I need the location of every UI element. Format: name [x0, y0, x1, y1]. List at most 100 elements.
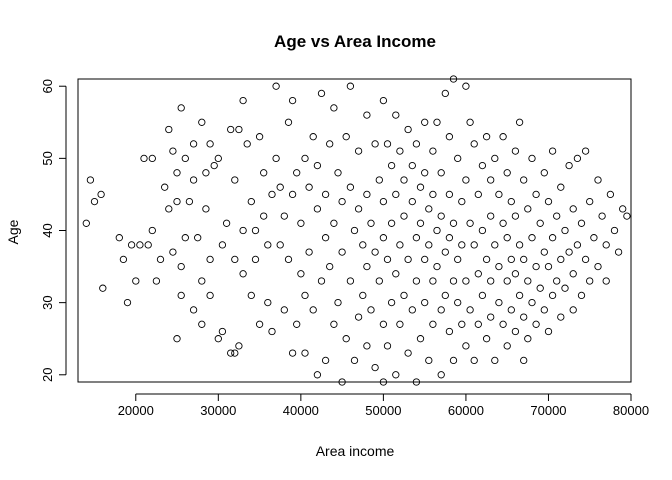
data-point	[408, 197, 416, 206]
data-point	[454, 154, 462, 163]
data-point	[276, 241, 284, 249]
data-point	[173, 197, 181, 206]
data-point	[548, 147, 557, 155]
data-point	[577, 219, 586, 227]
data-point	[495, 190, 503, 199]
data-point	[528, 234, 536, 242]
data-point	[515, 118, 524, 126]
data-point	[404, 349, 412, 357]
data-point	[507, 255, 515, 264]
data-point	[293, 320, 301, 328]
data-point	[309, 306, 317, 314]
data-point	[441, 248, 449, 256]
data-point	[173, 169, 181, 177]
data-point	[392, 371, 400, 379]
data-point	[425, 241, 433, 249]
data-point	[503, 234, 511, 242]
data-point	[540, 248, 548, 256]
data-point	[520, 255, 528, 264]
data-point	[194, 234, 202, 242]
data-point	[445, 327, 454, 336]
data-point	[198, 118, 206, 126]
x-tick-label: 60000	[448, 403, 484, 418]
data-point	[227, 125, 235, 134]
data-point	[375, 277, 383, 285]
data-point	[396, 320, 404, 328]
data-point	[454, 298, 462, 307]
data-point	[515, 241, 524, 249]
data-point	[280, 212, 288, 220]
data-point	[421, 118, 429, 126]
data-point	[445, 190, 454, 199]
data-point	[206, 140, 214, 148]
data-point	[222, 219, 231, 227]
data-point	[189, 306, 198, 314]
data-point	[338, 197, 346, 206]
data-point	[127, 241, 136, 249]
y-tick-label: 40	[40, 223, 55, 237]
data-point	[573, 154, 582, 163]
data-point	[474, 320, 482, 328]
data-point	[540, 169, 548, 177]
y-tick-label: 50	[40, 151, 55, 165]
data-point	[350, 356, 359, 365]
data-point	[487, 313, 495, 321]
data-point	[421, 169, 429, 177]
data-point	[491, 356, 499, 365]
data-point	[532, 320, 540, 328]
data-point	[487, 176, 495, 184]
data-point	[590, 234, 598, 242]
data-point	[243, 140, 251, 148]
data-point	[470, 140, 478, 148]
data-point	[478, 161, 487, 170]
data-point	[441, 291, 449, 300]
data-point	[297, 270, 305, 278]
data-point	[540, 306, 548, 314]
data-point	[416, 335, 425, 343]
data-point	[412, 277, 421, 285]
data-point	[470, 241, 478, 249]
data-point	[610, 226, 619, 235]
data-point	[437, 306, 445, 314]
data-point	[404, 125, 412, 134]
data-point	[321, 234, 330, 242]
chart-title: Age vs Area Income	[274, 32, 436, 51]
data-point	[511, 327, 520, 336]
data-point	[251, 255, 260, 264]
y-tick-label: 20	[40, 368, 55, 382]
data-point	[338, 378, 346, 386]
data-point	[288, 96, 297, 105]
data-point	[82, 219, 90, 227]
data-point	[346, 277, 355, 285]
data-point	[169, 147, 177, 155]
data-point	[396, 147, 404, 155]
data-point	[470, 356, 478, 365]
data-point	[255, 320, 264, 328]
data-point	[445, 133, 454, 141]
data-point	[297, 219, 305, 227]
data-point	[408, 161, 416, 170]
data-point	[350, 226, 359, 235]
data-point	[363, 190, 371, 199]
data-point	[573, 241, 582, 249]
data-point	[371, 363, 379, 372]
data-point	[416, 183, 425, 191]
data-point	[165, 205, 173, 213]
data-point	[97, 190, 105, 199]
data-point	[520, 356, 528, 365]
data-point	[520, 313, 528, 321]
data-point	[561, 284, 569, 292]
data-point	[528, 298, 536, 307]
data-point	[503, 342, 511, 350]
data-point	[524, 205, 532, 213]
data-point	[206, 255, 214, 264]
data-point	[189, 140, 198, 148]
data-point	[392, 111, 400, 119]
data-point	[239, 96, 247, 105]
data-point	[255, 133, 264, 141]
data-point	[515, 291, 524, 300]
data-point	[437, 169, 445, 177]
data-point	[491, 241, 499, 249]
data-point	[284, 255, 293, 264]
